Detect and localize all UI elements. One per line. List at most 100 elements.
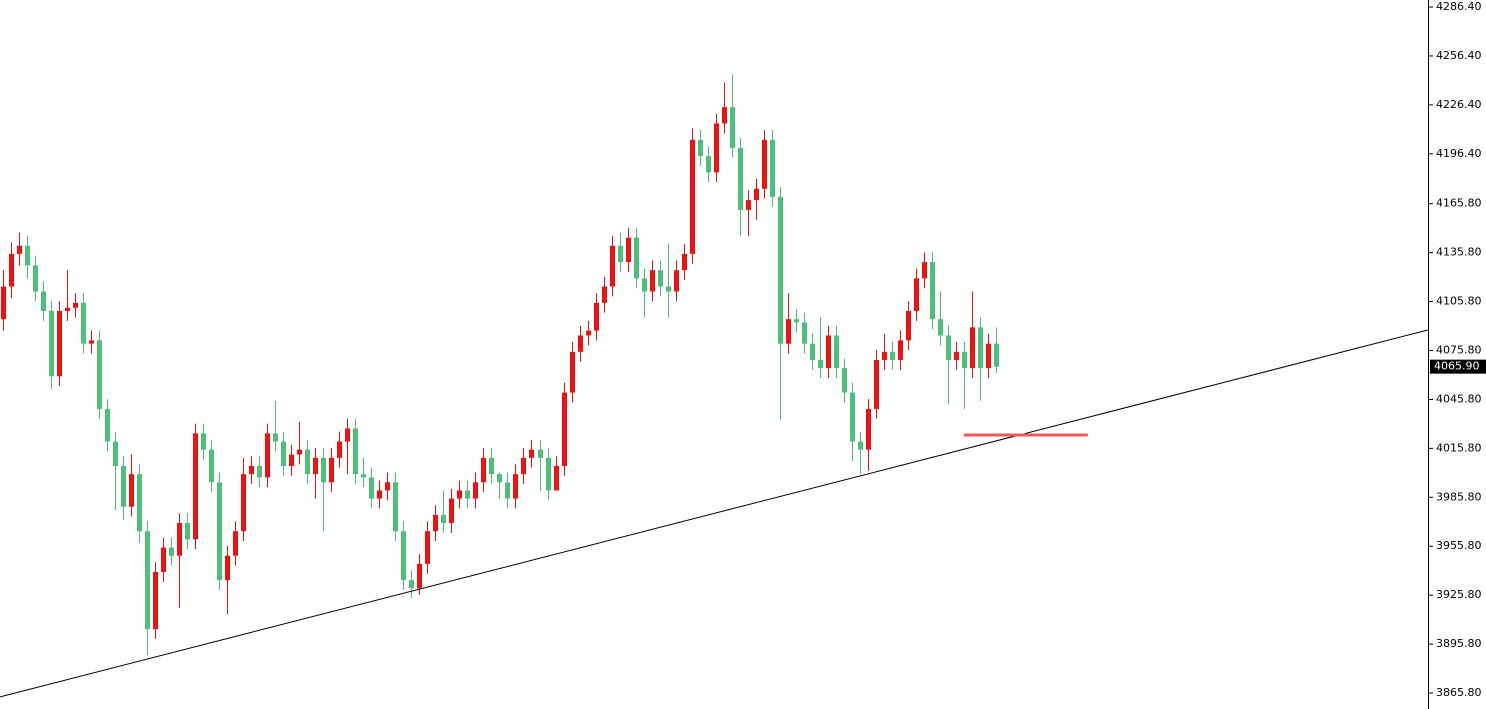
y-tick-label: 4256.40 <box>1436 49 1482 62</box>
candle-body <box>570 351 575 393</box>
y-tick-label: 4045.80 <box>1436 392 1482 405</box>
candle-body <box>594 302 599 331</box>
candle-body <box>513 474 518 499</box>
candle-body <box>994 343 999 367</box>
y-tick-label: 3865.80 <box>1436 686 1482 699</box>
candle-body <box>233 531 238 556</box>
y-tick-label: 4286.40 <box>1436 0 1482 13</box>
candle-body <box>73 302 78 308</box>
candle-body <box>313 457 318 475</box>
candle-body <box>658 270 663 287</box>
candle-body <box>433 514 438 532</box>
y-tick-label: 4105.80 <box>1436 295 1482 308</box>
candle-body <box>9 253 14 287</box>
candle-body <box>850 392 855 442</box>
y-tick-label: 4135.80 <box>1436 246 1482 259</box>
candle-body <box>41 291 46 312</box>
candle-body <box>826 335 831 369</box>
candle-body <box>241 474 246 532</box>
candle-body <box>457 490 462 499</box>
candle-body <box>497 474 502 483</box>
candle-body <box>529 449 534 458</box>
candle-body <box>746 200 751 210</box>
candle-body <box>874 359 879 409</box>
candle-body <box>834 335 839 369</box>
y-tick-label: 3925.80 <box>1436 588 1482 601</box>
candle-body <box>145 531 150 630</box>
candle-body <box>546 457 551 491</box>
candle-body <box>377 490 382 499</box>
candle-body <box>818 359 823 369</box>
candle-body <box>193 433 198 540</box>
candle-body <box>650 270 655 292</box>
candle-body <box>441 514 446 524</box>
candle-body <box>65 307 70 312</box>
candle-body <box>401 531 406 581</box>
candle-body <box>634 237 639 279</box>
candle-body <box>201 433 206 450</box>
candle-body <box>986 343 991 369</box>
candle-body <box>866 408 871 450</box>
candle-body <box>265 433 270 478</box>
candle-body <box>762 139 767 189</box>
y-tick-label: 3985.80 <box>1436 490 1482 503</box>
candle-body <box>722 107 727 124</box>
candle-body <box>249 465 254 475</box>
candle-body <box>209 449 214 483</box>
candle-body <box>449 498 454 524</box>
last-price-label: 4065.90 <box>1434 360 1480 373</box>
candle-body <box>409 580 414 589</box>
candle-body <box>473 482 478 499</box>
candle-body <box>281 441 286 466</box>
candle-body <box>49 311 54 377</box>
candle-body <box>802 322 807 344</box>
y-tick-label: 3895.80 <box>1436 637 1482 650</box>
candle-body <box>81 302 86 344</box>
candle-body <box>562 392 567 466</box>
candle-body <box>666 286 671 292</box>
candle-body <box>898 340 903 360</box>
candle-body <box>610 245 615 287</box>
candle-body <box>489 457 494 475</box>
candle-body <box>674 270 679 292</box>
candle-body <box>505 482 510 499</box>
last-price-box <box>1430 359 1486 374</box>
candle-body <box>538 449 543 458</box>
candle-body <box>922 262 927 279</box>
candle-body <box>554 465 559 491</box>
candle-body <box>97 340 102 409</box>
candle-body <box>185 523 190 540</box>
candle-body <box>906 311 911 341</box>
candle-body <box>842 368 847 393</box>
candle-body <box>586 330 591 336</box>
y-tick-label: 4075.80 <box>1436 344 1482 357</box>
candle-body <box>89 340 94 344</box>
candle-body <box>602 286 607 303</box>
candle-body <box>858 441 863 450</box>
candle-body <box>321 457 326 483</box>
y-tick-label: 4015.80 <box>1436 441 1482 454</box>
candle-body <box>962 351 967 369</box>
candle-body <box>882 351 887 360</box>
candle-body <box>105 408 110 442</box>
candle-body <box>345 428 350 442</box>
candle-body <box>289 454 294 466</box>
candle-body <box>225 555 230 581</box>
candle-body <box>297 449 302 455</box>
candle-body <box>642 278 647 292</box>
candle-body <box>770 139 775 197</box>
candle-body <box>57 311 62 377</box>
candle-body <box>169 547 174 556</box>
candle-body <box>618 245 623 263</box>
candle-body <box>978 327 983 369</box>
candle-body <box>626 237 631 263</box>
candle-body <box>337 441 342 458</box>
candle-body <box>690 139 695 254</box>
candle-body <box>890 351 895 360</box>
candle-body <box>682 253 687 271</box>
candle-body <box>930 262 935 320</box>
trend-line <box>0 329 1429 698</box>
candle-body <box>786 319 791 344</box>
candle-body <box>353 428 358 475</box>
